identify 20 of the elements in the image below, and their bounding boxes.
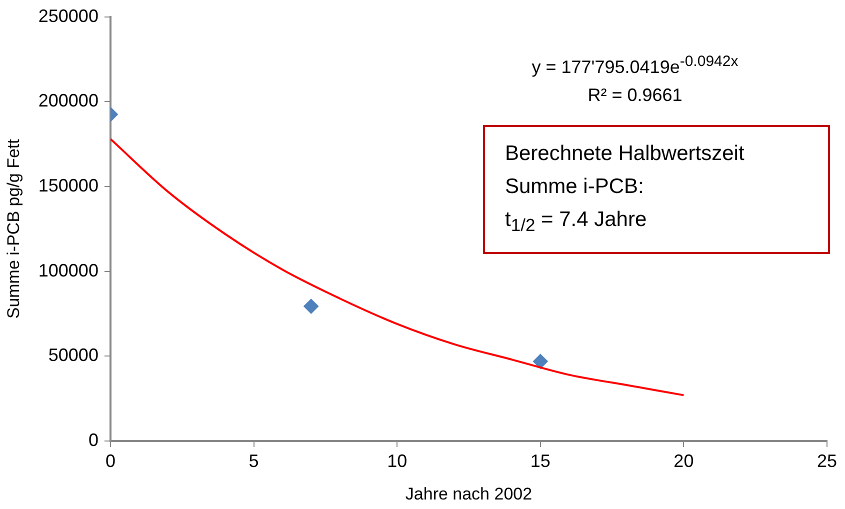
y-tick-label: 250000: [38, 6, 98, 26]
y-tick-label: 150000: [38, 175, 98, 196]
annotation: t$_{1/2}$ = 7.4 Jahre: [505, 207, 648, 238]
annotation: y = 177'795.0419e$^{-0.0942x}$: [530, 52, 740, 79]
x-tick-label: 25: [816, 450, 838, 471]
y-tick-label: 0: [88, 430, 98, 450]
x-axis-title: Jahre nach 2002: [405, 484, 532, 504]
annotation: Berechnete Halbwertszeit: [505, 141, 746, 167]
x-tick-label: 5: [248, 450, 259, 471]
y-tick-label: 100000: [38, 260, 98, 280]
x-tick-label: 20: [674, 450, 694, 471]
annotation: Summe i-PCB:: [505, 174, 645, 200]
x-tick-label: 0: [105, 450, 116, 471]
y-tick-label: 50000: [48, 345, 98, 366]
annotation: R² = 0.9661: [586, 84, 684, 107]
y-tick-label: 200000: [38, 90, 98, 111]
text-frame: Berechnete Halbwertszeit Summe i-PCB: t$_{1/2}$ = 7.4 Jahre: [483, 125, 830, 254]
x-tick-label: 15: [530, 450, 550, 471]
y-axis-title: Summe i-PCB pg/g Fett: [4, 138, 23, 319]
x-tick-label: 10: [387, 450, 408, 471]
